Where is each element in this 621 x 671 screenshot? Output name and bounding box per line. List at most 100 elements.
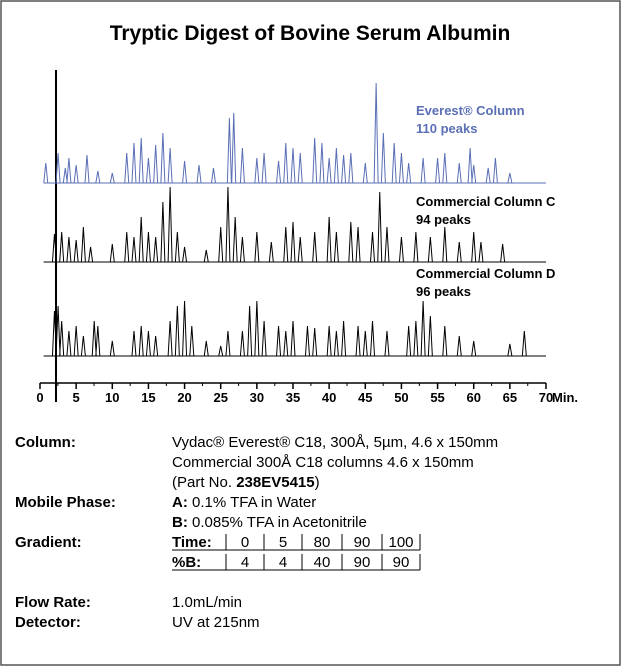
gradient-key: %B: bbox=[172, 554, 201, 571]
peak bbox=[182, 246, 188, 263]
peak bbox=[333, 231, 339, 263]
peak bbox=[232, 216, 238, 263]
peak bbox=[312, 137, 318, 184]
legend-note: 96 peaks bbox=[416, 284, 471, 299]
peak bbox=[384, 330, 390, 357]
gradient-cell: 80 bbox=[314, 534, 331, 551]
text: (Part No. 238EV5415) bbox=[172, 474, 320, 491]
peak bbox=[145, 157, 151, 184]
peak bbox=[226, 117, 232, 184]
peak bbox=[109, 243, 115, 263]
peak bbox=[225, 186, 231, 263]
peak bbox=[131, 142, 137, 184]
peak bbox=[362, 162, 368, 184]
peak bbox=[231, 112, 237, 184]
peak bbox=[59, 231, 65, 263]
peak bbox=[131, 236, 137, 263]
peak bbox=[290, 320, 296, 357]
peak bbox=[377, 191, 383, 263]
gradient-cell: 40 bbox=[314, 554, 331, 571]
x-unit: Min. bbox=[552, 390, 578, 405]
x-tick-label: 45 bbox=[358, 390, 372, 405]
peak bbox=[384, 226, 390, 263]
peak bbox=[203, 340, 209, 357]
peak bbox=[124, 231, 130, 263]
peak bbox=[406, 162, 412, 184]
peak bbox=[167, 320, 173, 357]
gradient-cell: 100 bbox=[388, 534, 413, 551]
peak bbox=[225, 330, 231, 357]
key: A: bbox=[172, 494, 188, 511]
peak bbox=[391, 142, 397, 184]
peak bbox=[478, 241, 484, 263]
text: A: 0.1% TFA in Water bbox=[172, 494, 316, 511]
details: Column: Vydac® Everest® C18, 300Å, 5µm, … bbox=[15, 434, 498, 631]
peak bbox=[153, 144, 159, 184]
peak bbox=[254, 157, 260, 184]
peak bbox=[333, 147, 339, 184]
peak bbox=[333, 330, 339, 357]
peak bbox=[247, 305, 253, 357]
peak bbox=[84, 154, 90, 184]
text: ) bbox=[315, 474, 320, 491]
peak bbox=[355, 325, 361, 357]
peak bbox=[59, 320, 65, 357]
peak bbox=[153, 236, 159, 263]
peak bbox=[80, 335, 86, 357]
peak bbox=[456, 162, 462, 184]
gradient-cell: 90 bbox=[354, 554, 371, 571]
peak bbox=[182, 300, 188, 357]
text: 0.085% TFA in Acetonitrile bbox=[188, 514, 367, 531]
text: B: 0.085% TFA in Acetonitrile bbox=[172, 514, 367, 531]
peak bbox=[276, 325, 282, 357]
peak bbox=[326, 216, 332, 263]
peak bbox=[66, 330, 72, 357]
peak bbox=[66, 157, 72, 184]
peak bbox=[442, 226, 448, 263]
peak bbox=[471, 231, 477, 263]
peak bbox=[442, 325, 448, 357]
peak bbox=[283, 226, 289, 263]
peak bbox=[456, 241, 462, 263]
key: B: bbox=[172, 514, 188, 531]
x-tick-label: 30 bbox=[250, 390, 264, 405]
text: Vydac® Everest® C18, 300Å, 5µm, 4.6 x 15… bbox=[172, 434, 498, 451]
peak bbox=[312, 231, 318, 263]
label: Flow Rate: bbox=[15, 594, 91, 611]
x-tick-label: 55 bbox=[430, 390, 444, 405]
peak bbox=[124, 152, 130, 184]
peak bbox=[406, 325, 412, 357]
peak bbox=[160, 201, 166, 263]
peak bbox=[153, 335, 159, 357]
peak bbox=[145, 231, 151, 263]
peak bbox=[88, 246, 94, 263]
peak bbox=[254, 300, 260, 357]
peak bbox=[109, 172, 115, 184]
peak bbox=[254, 231, 260, 263]
peak bbox=[442, 152, 448, 184]
peak bbox=[380, 132, 386, 184]
peak bbox=[435, 157, 441, 184]
peak bbox=[471, 340, 477, 357]
peak bbox=[55, 152, 61, 184]
peak bbox=[283, 330, 289, 357]
gradient-cell: 4 bbox=[241, 554, 249, 571]
label: Mobile Phase: bbox=[15, 494, 116, 511]
legend-note: 94 peaks bbox=[416, 212, 471, 227]
peak bbox=[341, 320, 347, 357]
peak bbox=[109, 340, 115, 357]
peak bbox=[239, 330, 245, 357]
x-tick-label: 25 bbox=[213, 390, 227, 405]
peak bbox=[167, 147, 173, 184]
peak bbox=[138, 216, 144, 263]
peak bbox=[189, 325, 195, 357]
peak bbox=[73, 239, 79, 263]
peak bbox=[471, 164, 477, 184]
part-number: 238EV5415 bbox=[236, 474, 314, 491]
peak bbox=[66, 236, 72, 263]
peak bbox=[341, 154, 347, 184]
peak bbox=[485, 167, 491, 184]
label: Column: bbox=[15, 434, 76, 451]
text: UV at 215nm bbox=[172, 614, 260, 631]
